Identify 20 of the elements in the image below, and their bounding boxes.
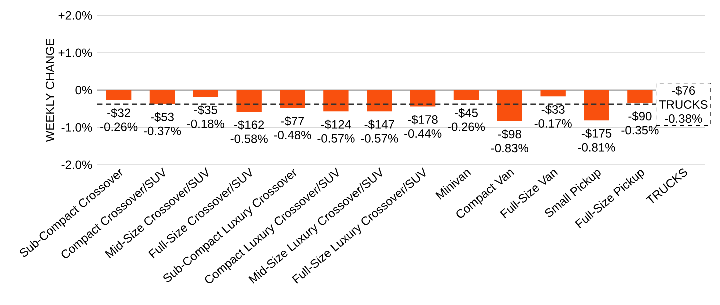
data-label: -$175 -0.81% [578, 128, 616, 152]
data-label: -$53 -0.37% [144, 112, 182, 136]
data-label: -$98 -0.83% [491, 130, 528, 153]
y-tick-label: +2.0% [58, 11, 92, 20]
data-label: -$162 -0.58% [230, 120, 268, 144]
data-label: -$77 -0.48% [274, 116, 312, 140]
data-label: -$33 -0.17% [534, 104, 572, 128]
y-tick-label: +1.0% [58, 48, 92, 58]
y-tick-label: -2.0% [62, 160, 92, 170]
data-label: -$90 -0.35% [622, 112, 659, 135]
y-axis-title: WEEKLY CHANGE [46, 38, 54, 142]
data-label: -$124 -0.57% [318, 120, 355, 143]
data-label: -$147 -0.57% [361, 120, 398, 143]
data-label: -$32 -0.26% [100, 108, 138, 132]
data-label: -$178 -0.44% [404, 115, 442, 138]
data-label: -$35 -0.18% [187, 105, 224, 128]
y-tick-label: 0% [76, 86, 92, 95]
data-label: -$45 -0.26% [448, 108, 486, 132]
ref-line-label: -$76 TRUCKS -0.38% [659, 86, 708, 124]
y-tick-label: -1.0% [62, 123, 92, 132]
